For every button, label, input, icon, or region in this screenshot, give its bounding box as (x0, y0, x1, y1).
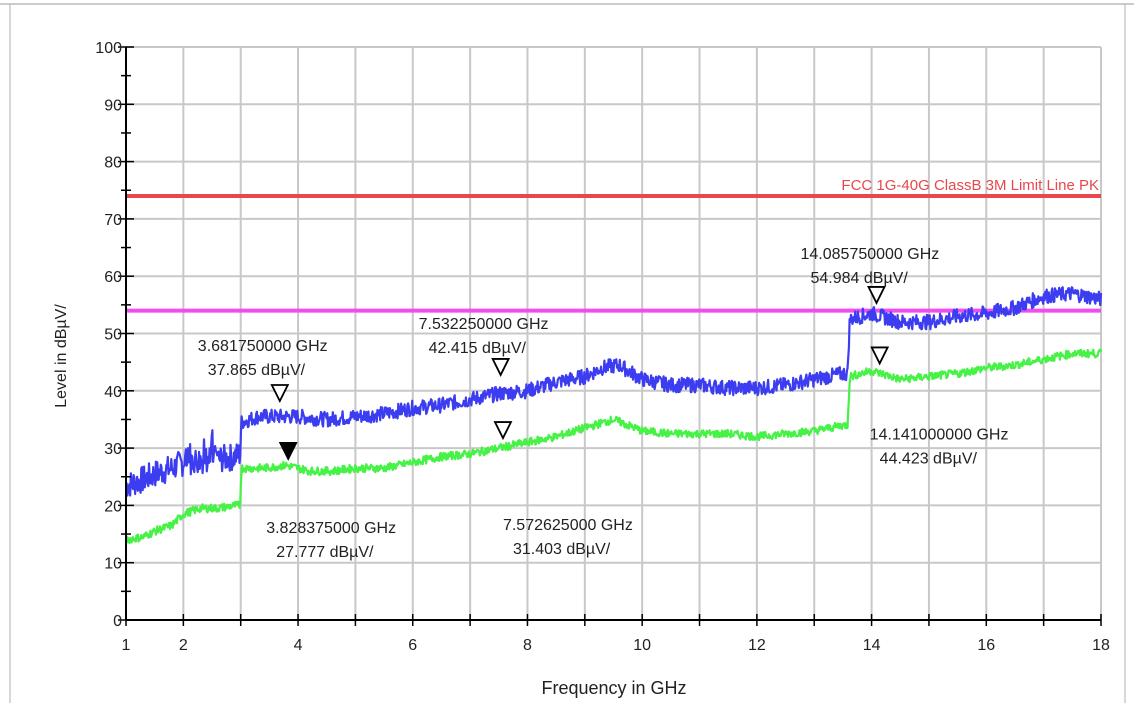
marker-frequency-label: 14.141000000 GHz (870, 426, 1009, 443)
x-tick-label: 1 (122, 637, 131, 654)
marker-frequency-label: 7.572625000 GHz (503, 517, 633, 534)
marker-level-label: 54.984 dBµV/ (811, 270, 909, 287)
y-tick-label: 50 (104, 327, 122, 344)
marker-level-label: 37.865 dBµV/ (208, 362, 306, 379)
series-line (124, 286, 1103, 497)
y-tick-label: 60 (104, 269, 122, 286)
series-line (124, 348, 1103, 544)
marker-frequency-label: 7.532250000 GHz (419, 316, 549, 333)
marker-triangle-icon (278, 441, 298, 461)
marker-frequency-label: 3.828375000 GHz (266, 520, 396, 537)
x-tick-label: 6 (408, 637, 417, 654)
marker-triangle-icon (867, 286, 886, 305)
x-tick-label: 12 (748, 637, 766, 654)
y-tick-label: 90 (104, 97, 122, 114)
y-axis-label: Level in dBµV/ (53, 304, 70, 408)
marker-triangle-icon (870, 346, 890, 366)
x-tick-label: 10 (633, 637, 651, 654)
limit-line-label: FCC 1G-40G ClassB 3M Limit Line PK (841, 177, 1099, 194)
marker-triangle-icon (270, 384, 290, 404)
y-tick-label: 0 (113, 613, 122, 630)
x-tick-label: 2 (179, 637, 188, 654)
limit-lines: FCC 1G-40G ClassB 3M Limit Line PK (126, 177, 1101, 313)
marker-level-label: 27.777 dBµV/ (276, 544, 374, 561)
y-tick-label: 10 (104, 556, 122, 573)
y-tick-label: 70 (104, 212, 122, 229)
y-tick-label: 20 (104, 498, 122, 515)
x-tick-label: 16 (977, 637, 995, 654)
marker-layer: 3.681750000 GHz 37.865 dBµV/3.828375000 G… (198, 246, 1009, 561)
marker-frequency-label: 14.085750000 GHz (801, 246, 940, 263)
y-tick-label: 80 (104, 155, 122, 172)
y-tick-label: 100 (95, 40, 122, 57)
marker-level-label: 44.423 dBµV/ (880, 450, 978, 467)
x-tick-label: 18 (1092, 637, 1110, 654)
marker-frequency-label: 3.681750000 GHz (198, 338, 328, 355)
y-tick-label: 40 (104, 384, 122, 401)
marker-triangle-icon (491, 358, 511, 377)
y-tick-label: 30 (104, 441, 122, 458)
x-tick-label: 14 (863, 637, 881, 654)
marker-level-label: 42.415 dBµV/ (429, 340, 527, 357)
x-axis-label: Frequency in GHz (541, 678, 686, 698)
x-tick-label: 4 (294, 637, 303, 654)
grid (126, 46, 1102, 620)
series-layer (124, 286, 1103, 544)
marker-triangle-icon (493, 421, 513, 441)
x-tick-label: 8 (523, 637, 532, 654)
marker-level-label: 31.403 dBµV/ (513, 541, 611, 558)
